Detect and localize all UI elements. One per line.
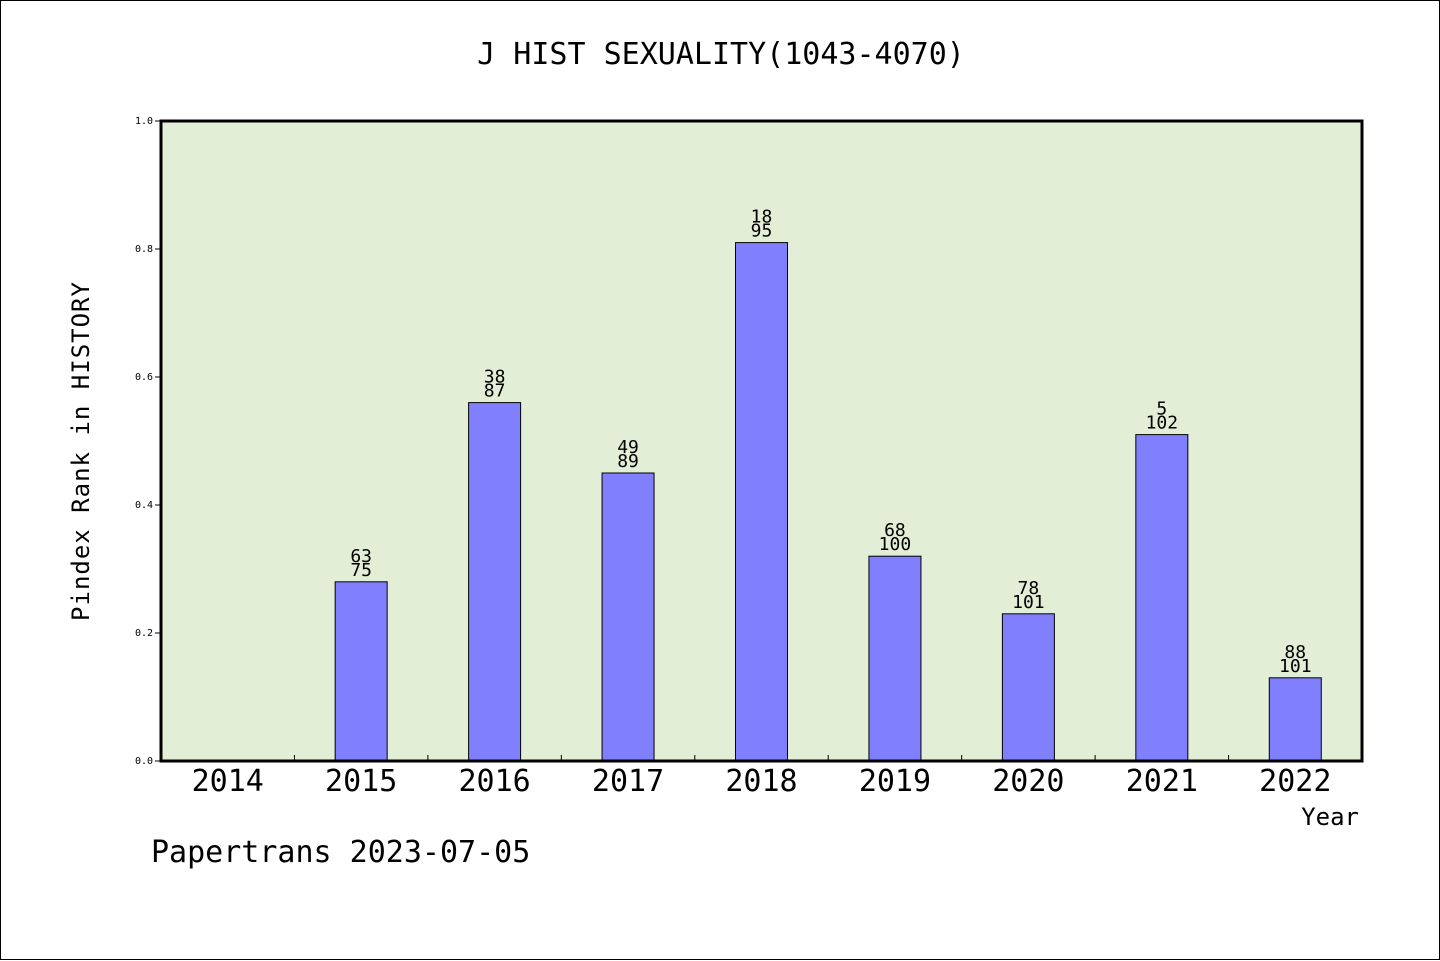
bar-label-bottom-2020: 101 xyxy=(1012,592,1045,613)
bar-2021 xyxy=(1135,434,1189,762)
bar-2020 xyxy=(1001,613,1055,762)
bar-label-top-2021: 5 xyxy=(1156,399,1167,420)
bar-2016 xyxy=(468,402,522,762)
y-tick-label: 0.4 xyxy=(135,500,153,511)
bar-label-top-2017: 49 xyxy=(617,437,639,458)
bar-2018 xyxy=(735,242,788,762)
bar-label-top-2022: 88 xyxy=(1284,642,1306,663)
footer-text: Papertrans 2023-07-05 xyxy=(151,835,531,870)
bar-label-top-2019: 68 xyxy=(884,520,906,541)
x-tick-label-2016: 2016 xyxy=(458,764,530,799)
bar-label-top-2018: 18 xyxy=(751,207,773,228)
bar-2019 xyxy=(868,555,922,762)
bar-label-bottom-2015: 75 xyxy=(350,560,372,581)
x-tick-label-2018: 2018 xyxy=(725,764,797,799)
y-tick-label: 0.8 xyxy=(135,244,153,255)
bar-label-bottom-2021: 102 xyxy=(1146,413,1179,434)
y-tick-label: 0.0 xyxy=(135,756,153,767)
y-tick-label: 0.6 xyxy=(135,372,153,383)
x-tick-label-2022: 2022 xyxy=(1259,764,1331,799)
bar-label-bottom-2019: 100 xyxy=(879,534,912,555)
bar-label-top-2016: 38 xyxy=(484,367,506,388)
plot-border xyxy=(159,119,1364,763)
x-axis-label: Year xyxy=(1301,803,1359,831)
x-tick-label-2020: 2020 xyxy=(992,764,1064,799)
y-tick-label: 0.2 xyxy=(135,628,153,639)
bar-2022 xyxy=(1268,677,1322,762)
y-axis-label: Pindex Rank in HISTORY xyxy=(67,281,95,621)
bar-label-bottom-2022: 101 xyxy=(1279,656,1312,677)
x-tick-label-2014: 2014 xyxy=(192,764,264,799)
bar-label-bottom-2016: 87 xyxy=(484,381,506,402)
bar-label-bottom-2017: 89 xyxy=(617,451,639,472)
bar-label-top-2020: 78 xyxy=(1018,578,1040,599)
x-tick-label-2019: 2019 xyxy=(859,764,931,799)
bar-label-top-2015: 63 xyxy=(350,546,372,567)
x-tick-label-2021: 2021 xyxy=(1126,764,1198,799)
chart-title: J HIST SEXUALITY(1043-4070) xyxy=(477,37,965,72)
x-tick-label-2017: 2017 xyxy=(592,764,664,799)
y-tick-label: 1.0 xyxy=(135,116,153,127)
bar-2015 xyxy=(334,581,388,762)
bar-label-bottom-2018: 95 xyxy=(751,221,773,242)
x-tick-label-2015: 2015 xyxy=(325,764,397,799)
bar-2017 xyxy=(601,472,655,762)
